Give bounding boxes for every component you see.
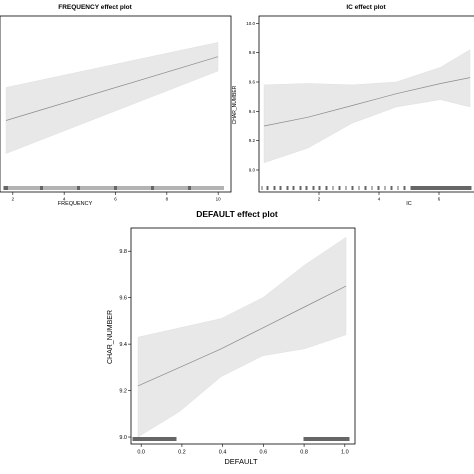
fitted-line xyxy=(5,56,219,121)
ic-plot-area xyxy=(258,15,474,193)
y-tick-label: 9.2 xyxy=(249,138,256,143)
fitted-line xyxy=(137,285,347,387)
frequency-plot-title: FREQUENCY effect plot xyxy=(58,4,132,11)
default-effect-plot: DEFAULT effect plot 0.0 0.2 0.4 0.6 0.8 1.0 9.… xyxy=(107,209,356,466)
y-tick-label: 10.0 xyxy=(246,21,255,26)
x-tick-label: 0.4 xyxy=(219,450,227,456)
ic-plot-title: IC effect plot xyxy=(346,4,386,11)
default-xlabel: DEFAULT xyxy=(224,457,258,466)
y-tick-label: 9.8 xyxy=(119,249,127,255)
x-tick-label: 0.0 xyxy=(137,450,145,456)
x-tick-label: 8 xyxy=(166,197,169,202)
default-ylabel: CHAR_NUMBER xyxy=(107,310,114,364)
y-tick-label: 9.6 xyxy=(119,296,127,302)
x-tick-label: 0.8 xyxy=(300,450,308,456)
y-tick-label: 9.2 xyxy=(119,389,127,395)
y-tick-label: 9.4 xyxy=(249,109,256,114)
confidence-band xyxy=(263,49,471,164)
x-tick-label: 1.0 xyxy=(341,450,349,456)
ic-ylabel: CHAR_NUMBER xyxy=(232,85,238,124)
x-tick-label: 6 xyxy=(114,197,117,202)
x-tick-label: 2 xyxy=(12,197,15,202)
fitted-line xyxy=(263,77,471,127)
x-tick-label: 4 xyxy=(378,197,381,202)
confidence-band xyxy=(5,42,219,154)
x-tick-label: 6 xyxy=(438,197,441,202)
ic-xlabel: IC xyxy=(406,201,412,207)
default-plot-area xyxy=(130,227,356,445)
x-tick-label: 0.6 xyxy=(260,450,268,456)
x-tick-label: 0.2 xyxy=(178,450,186,456)
x-tick-label: 10 xyxy=(216,197,222,202)
ic-effect-plot: IC effect plot 2 4 6 9.0 9.2 9.4 9.6 9.8 10.0 IC… xyxy=(232,4,474,207)
frequency-xlabel: FREQUENCY xyxy=(58,201,93,207)
x-tick-label: 4 xyxy=(63,197,66,202)
x-tick-label: 2 xyxy=(318,197,321,202)
default-plot-title: DEFAULT effect plot xyxy=(196,209,278,219)
y-tick-label: 9.4 xyxy=(119,342,127,348)
confidence-band xyxy=(137,236,347,438)
y-tick-label: 9.8 xyxy=(249,50,256,55)
y-tick-label: 9.6 xyxy=(249,80,256,85)
frequency-effect-plot: FREQUENCY effect plot 2 4 6 8 10 FREQUENCY xyxy=(0,4,232,207)
y-tick-label: 9.0 xyxy=(119,435,127,441)
y-tick-label: 9.0 xyxy=(249,168,256,173)
